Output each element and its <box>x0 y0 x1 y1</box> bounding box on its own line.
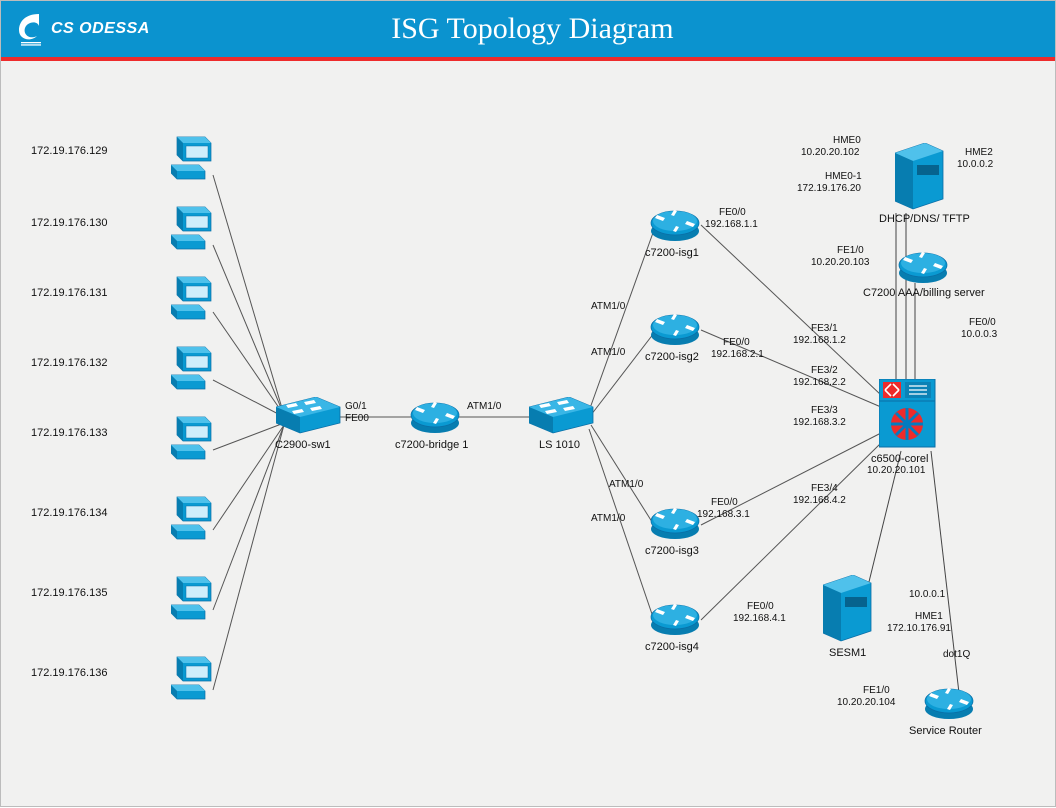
ls1010-label: LS 1010 <box>539 439 580 451</box>
router-isg3 <box>649 505 701 546</box>
router-isg2 <box>649 311 701 352</box>
corel-label: c6500-corel <box>871 453 928 465</box>
fe32ip: 192.168.2.2 <box>793 377 846 390</box>
pc2 <box>171 205 215 258</box>
hme0ip: 10.20.20.102 <box>801 147 859 160</box>
pc2-ip: 172.19.176.130 <box>31 217 107 231</box>
c2900-label: C2900-sw1 <box>275 439 331 451</box>
pc3 <box>171 275 215 328</box>
isg4-label: c7200-isg4 <box>645 641 699 653</box>
pc6-ip: 172.19.176.134 <box>31 507 107 521</box>
server-dhcp <box>895 143 945 216</box>
fe31ip: 192.168.1.2 <box>793 335 846 348</box>
c2900-g01: G0/1 <box>345 401 367 414</box>
sesm-int1: 10.0.0.1 <box>909 589 945 602</box>
router-service <box>923 685 975 726</box>
pc5 <box>171 415 215 468</box>
page-title: ISG Topology Diagram <box>10 12 1055 46</box>
isg3-label: c7200-isg3 <box>645 545 699 557</box>
isg4-feip: 192.168.4.1 <box>733 613 786 626</box>
isg2-label: c7200-isg2 <box>645 351 699 363</box>
isg2-feip: 192.168.2.1 <box>711 349 764 362</box>
pc8-ip: 172.19.176.136 <box>31 667 107 681</box>
bridge-atm: ATM1/0 <box>467 401 501 414</box>
aaa-label: C7200 AAA/billing server <box>863 287 983 299</box>
svc-fe10ip: 10.20.20.104 <box>837 697 895 710</box>
dhcp-label: DHCP/DNS/ TFTP <box>879 213 959 225</box>
switch-ls1010 <box>529 397 595 440</box>
fe32: FE3/2 <box>811 365 838 378</box>
atm-lbl-1: ATM1/0 <box>591 301 625 314</box>
atm-lbl-3: ATM1/0 <box>609 479 643 492</box>
fe34ip: 192.168.4.2 <box>793 495 846 508</box>
aaa-fe10ip: 10.20.20.103 <box>811 257 869 270</box>
pc3-ip: 172.19.176.131 <box>31 287 107 301</box>
atm-lbl-4: ATM1/0 <box>591 513 625 526</box>
isg2-fe: FE0/0 <box>723 337 750 350</box>
aaa-fe00ip: 10.0.0.3 <box>961 329 997 342</box>
pc4-ip: 172.19.176.132 <box>31 357 107 371</box>
server-sesm <box>823 575 873 648</box>
pc4 <box>171 345 215 398</box>
pc6 <box>171 495 215 548</box>
fe31: FE3/1 <box>811 323 838 336</box>
pc7 <box>171 575 215 628</box>
isg1-fe: FE0/0 <box>719 207 746 220</box>
isg3-fe: FE0/0 <box>711 497 738 510</box>
router-aaa <box>897 249 949 290</box>
hme2: HME2 <box>965 147 993 160</box>
corel-ip: 10.20.20.101 <box>867 465 925 478</box>
fe33: FE3/3 <box>811 405 838 418</box>
pc1-ip: 172.19.176.129 <box>31 145 107 159</box>
sesm-label: SESM1 <box>829 647 866 659</box>
isg4-fe: FE0/0 <box>747 601 774 614</box>
fe34: FE3/4 <box>811 483 838 496</box>
router-isg4 <box>649 601 701 642</box>
core-switch <box>879 379 937 454</box>
hme01ip: 172.19.176.20 <box>797 183 861 196</box>
diagram-canvas: 172.19.176.129 172.19.176.130 172.19.176… <box>1 65 1056 808</box>
c2900-fe00: FE00 <box>345 413 369 426</box>
hme2ip: 10.0.0.2 <box>957 159 993 172</box>
fe33ip: 192.168.3.2 <box>793 417 846 430</box>
router-bridge <box>409 399 461 440</box>
atm-lbl-2: ATM1/0 <box>591 347 625 360</box>
isg1-feip: 192.168.1.1 <box>705 219 758 232</box>
pc5-ip: 172.19.176.133 <box>31 427 107 441</box>
pc8 <box>171 655 215 708</box>
svc-dot1q: dot1Q <box>943 649 970 662</box>
hme0: HME0 <box>833 135 861 148</box>
svc-fe10: FE1/0 <box>863 685 890 698</box>
svc-label: Service Router <box>909 725 982 737</box>
aaa-fe00: FE0/0 <box>969 317 996 330</box>
pc7-ip: 172.19.176.135 <box>31 587 107 601</box>
pc1 <box>171 135 215 188</box>
isg1-label: c7200-isg1 <box>645 247 699 259</box>
header-bar: CS ODESSA ISG Topology Diagram <box>1 1 1055 61</box>
hme01: HME0-1 <box>825 171 862 184</box>
switch-c2900 <box>276 397 342 440</box>
router-isg1 <box>649 207 701 248</box>
sesm-hme1ip: 172.10.176.91 <box>887 623 951 636</box>
isg3-feip: 192.168.3.1 <box>697 509 750 522</box>
aaa-fe10: FE1/0 <box>837 245 864 258</box>
bridge-label: c7200-bridge 1 <box>395 439 468 451</box>
sesm-hme1: HME1 <box>915 611 943 624</box>
